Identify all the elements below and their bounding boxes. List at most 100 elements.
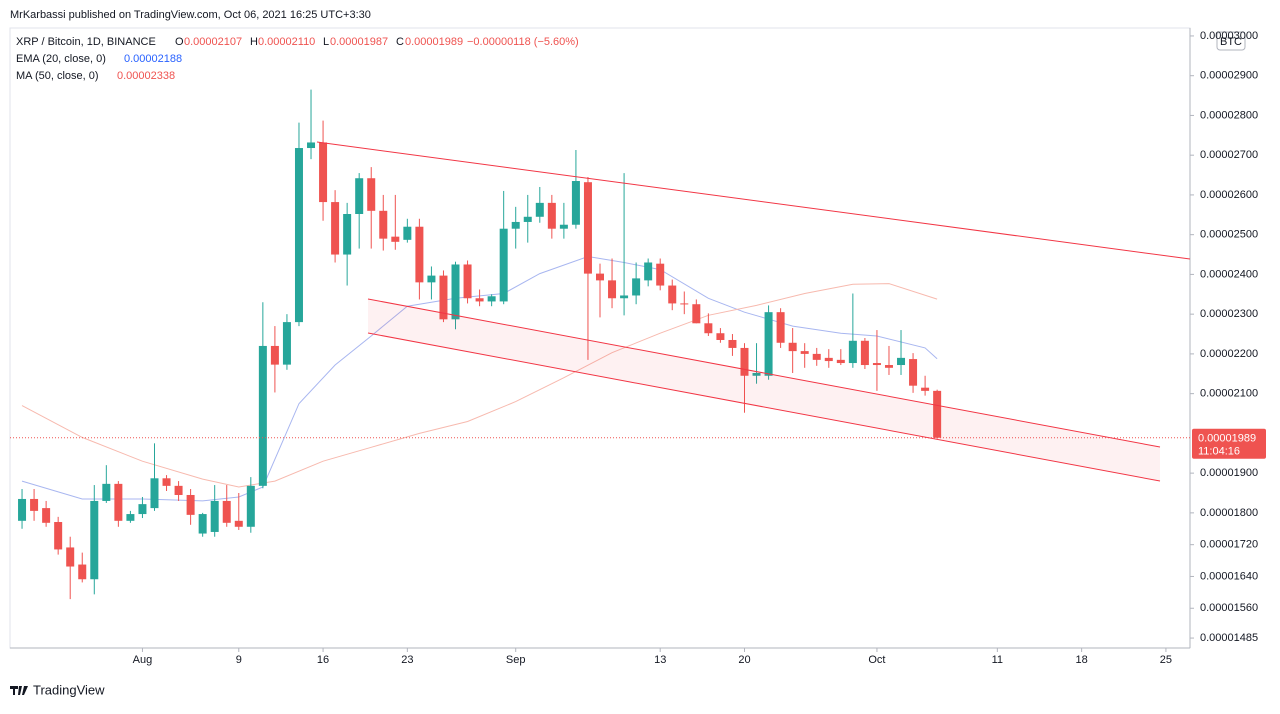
candle-body bbox=[523, 216, 532, 222]
candle-body bbox=[860, 340, 869, 366]
candle-body bbox=[331, 202, 340, 255]
candle-body bbox=[499, 228, 508, 302]
y-tick-label: 0.00002200 bbox=[1200, 348, 1258, 360]
currency-badge[interactable] bbox=[1216, 31, 1246, 51]
candle-body bbox=[30, 498, 39, 511]
candle-body bbox=[475, 298, 484, 302]
candle-body bbox=[403, 226, 412, 240]
legend-low: 0.00001987 bbox=[330, 36, 388, 48]
channel-fill bbox=[368, 299, 1160, 481]
x-tick-label: 18 bbox=[1076, 654, 1088, 666]
candle-body bbox=[234, 520, 243, 527]
candle-body bbox=[740, 347, 749, 376]
candle-body bbox=[210, 500, 219, 532]
candle-body bbox=[511, 221, 520, 229]
candle-body bbox=[800, 351, 809, 354]
y-tick-label: 0.00001485 bbox=[1200, 632, 1258, 644]
candle-body bbox=[668, 285, 677, 304]
candle-body bbox=[126, 514, 135, 521]
y-tick-label: 0.00003000 bbox=[1200, 30, 1258, 42]
candle-body bbox=[379, 210, 388, 239]
candle-body bbox=[42, 508, 51, 523]
candle-body bbox=[246, 485, 255, 527]
candle-body bbox=[608, 280, 617, 299]
candle-body bbox=[54, 522, 63, 550]
x-tick-label: 20 bbox=[738, 654, 750, 666]
candle-body bbox=[222, 500, 231, 523]
candle-body bbox=[102, 483, 111, 501]
legend-close: 0.00001989 bbox=[405, 36, 463, 48]
candle-body bbox=[836, 359, 845, 364]
y-tick-label: 0.00002100 bbox=[1200, 388, 1258, 400]
candle-body bbox=[921, 387, 930, 391]
candle-body bbox=[270, 345, 279, 365]
candle-body bbox=[186, 494, 195, 515]
candle-body bbox=[463, 264, 472, 299]
x-tick-label: Aug bbox=[133, 654, 153, 666]
y-tick-label: 0.00001560 bbox=[1200, 602, 1258, 614]
candle-body bbox=[632, 278, 641, 296]
candle-body bbox=[848, 340, 857, 364]
last-price-label: 0.00001989 bbox=[1198, 433, 1256, 445]
plot-frame bbox=[9, 27, 1191, 649]
candle-body bbox=[559, 224, 568, 229]
legend-change: −0.00000118 (−5.60%) bbox=[467, 36, 579, 48]
candle-body bbox=[90, 500, 99, 580]
x-tick-label: Oct bbox=[868, 654, 885, 666]
legend-o: O bbox=[175, 36, 184, 48]
candle-body bbox=[391, 236, 400, 242]
candle-body bbox=[547, 202, 556, 229]
y-tick-label: 0.00001900 bbox=[1200, 467, 1258, 479]
y-tick-label: 0.00001800 bbox=[1200, 507, 1258, 519]
candle-body bbox=[150, 478, 159, 509]
candle-body bbox=[644, 262, 653, 281]
candle-body bbox=[258, 345, 267, 486]
candle-body bbox=[343, 214, 352, 255]
candle-body bbox=[909, 359, 918, 386]
ma-name: MA (50, close, 0) bbox=[16, 70, 99, 82]
legend-l: L bbox=[323, 36, 329, 48]
brand-logo bbox=[10, 686, 28, 695]
y-tick-label: 0.00001640 bbox=[1200, 570, 1258, 582]
x-tick-label: 16 bbox=[317, 654, 329, 666]
legend-c: C bbox=[396, 36, 404, 48]
y-tick-label: 0.00002300 bbox=[1200, 308, 1258, 320]
candle-body bbox=[728, 339, 737, 348]
brand-name: TradingView bbox=[33, 682, 105, 697]
candle-body bbox=[692, 304, 701, 324]
candle-body bbox=[752, 372, 761, 376]
candle-body bbox=[174, 485, 183, 495]
y-tick-label: 0.00002500 bbox=[1200, 229, 1258, 241]
y-tick-label: 0.00001720 bbox=[1200, 539, 1258, 551]
candle-body bbox=[487, 296, 496, 302]
last-price-box bbox=[1192, 428, 1266, 459]
x-tick-label: 11 bbox=[992, 654, 1003, 666]
channel-bottom bbox=[367, 332, 1161, 482]
candle-body bbox=[66, 547, 75, 567]
candle-body bbox=[162, 478, 171, 486]
candle-body bbox=[571, 181, 580, 225]
y-tick-label: 0.00002800 bbox=[1200, 109, 1258, 121]
candle-body bbox=[294, 148, 303, 323]
countdown: 11:04:16 bbox=[1198, 446, 1240, 458]
candle-body bbox=[596, 273, 604, 281]
legend-high: 0.00002110 bbox=[258, 36, 315, 48]
candle-body bbox=[451, 264, 460, 320]
legend-h: H bbox=[250, 36, 258, 48]
candle-body bbox=[427, 275, 436, 283]
resistance-line bbox=[316, 141, 1191, 260]
candle-body bbox=[824, 357, 833, 362]
x-tick-label: 23 bbox=[401, 654, 413, 666]
candle-body bbox=[282, 322, 291, 365]
brand: TradingView bbox=[10, 682, 105, 697]
legend-open: 0.00002107 bbox=[184, 36, 242, 48]
y-tick-label: 0.00002900 bbox=[1200, 70, 1258, 82]
ema-value: 0.00002188 bbox=[124, 53, 182, 65]
candle-body bbox=[656, 263, 665, 286]
candle-body bbox=[415, 226, 424, 283]
x-tick-label: Sep bbox=[506, 654, 526, 666]
x-tick-label: 25 bbox=[1160, 654, 1172, 666]
marks bbox=[10, 89, 1190, 600]
